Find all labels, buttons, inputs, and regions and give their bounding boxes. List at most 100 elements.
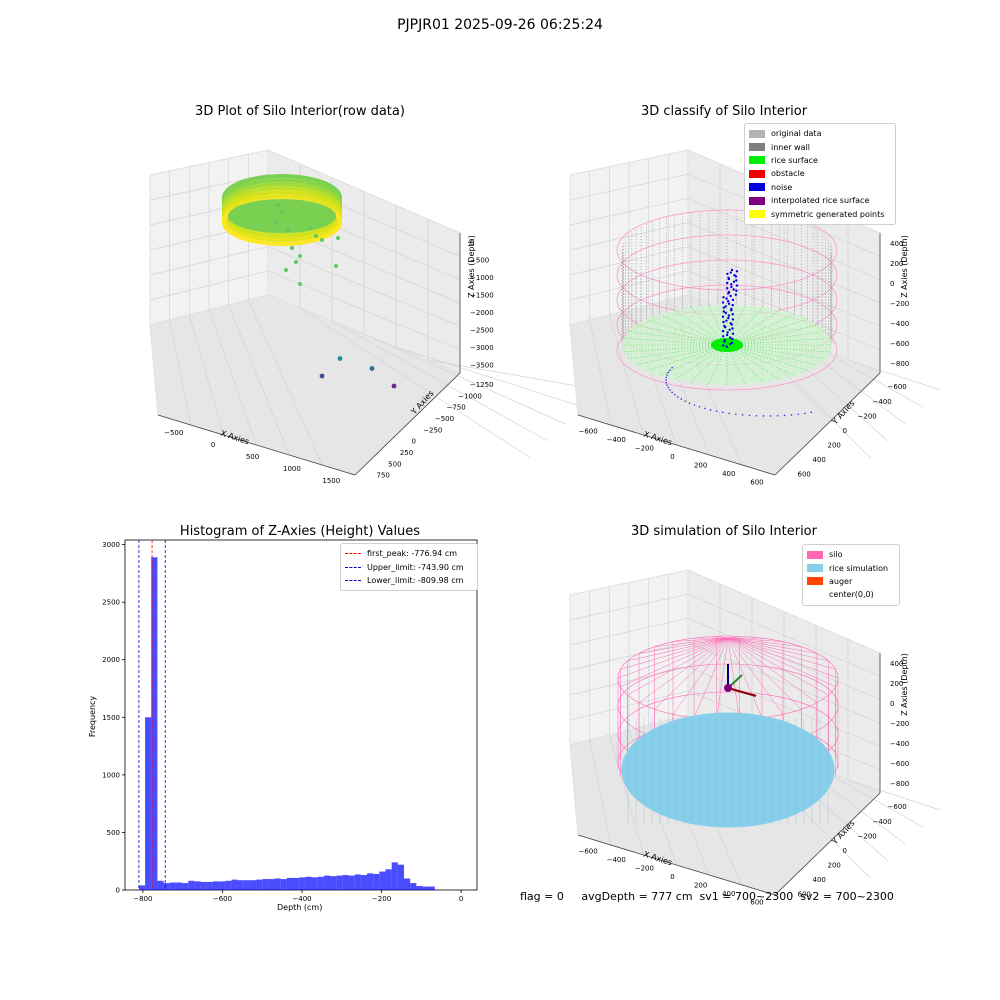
panel2-xtick: 200 (694, 462, 707, 470)
legend-item: silo (807, 548, 895, 561)
rice-surface-ray (623, 344, 728, 353)
noise-point (731, 303, 734, 307)
hist-bar (299, 877, 306, 890)
rice-surface-ray (726, 344, 746, 385)
grid-line (589, 739, 612, 846)
noise-point (727, 316, 730, 320)
grid-line (608, 314, 645, 436)
hist-bar (385, 869, 392, 890)
debris-point (294, 260, 298, 264)
noise-point (725, 297, 728, 300)
panel1-xtick: 0 (211, 441, 215, 449)
noise-point (762, 415, 765, 417)
panel3-legend: first_peak: -776.94 cm Upper_limit: -743.… (340, 543, 478, 592)
panel4-xtick: 600 (750, 899, 763, 907)
noise-point (735, 289, 738, 292)
panel1-xtick: −500 (164, 429, 183, 437)
legend-item: interpolated rice surface (749, 194, 891, 207)
panel1-3d-scatter: −500 0 500 1000 1500 750 500 250 0 −250 −500 −750 −1… (149, 149, 601, 485)
noise-point (728, 328, 731, 331)
debris-point (314, 234, 318, 238)
panel1-ztick: −3000 (470, 344, 494, 352)
hist-bar (169, 882, 176, 890)
rice-surface-ray (726, 344, 818, 366)
grid-line (363, 333, 566, 425)
noise-point (665, 376, 668, 379)
noise-point (667, 386, 670, 389)
hist-bar (188, 880, 195, 890)
panel2-ytick: −400 (873, 398, 892, 406)
grid-line (608, 734, 645, 856)
noise-point (731, 318, 735, 321)
noise-point (735, 284, 739, 287)
panel4-ytick: 200 (828, 861, 841, 869)
hist-bar (367, 873, 374, 890)
rice-surface-ray (726, 337, 831, 346)
hist-bar (391, 862, 398, 890)
noise-point (666, 374, 668, 376)
silo-roof-wire (727, 637, 836, 670)
panel2-title: 3D classify of Silo Interior (640, 104, 808, 119)
legend-swatch (749, 143, 765, 152)
silo-roof-wire (727, 637, 818, 703)
noise-point (721, 315, 725, 318)
panel2-xtick: −400 (607, 436, 626, 444)
debris-point (334, 264, 338, 268)
noise-point (721, 329, 725, 333)
silo-roof-wire (727, 637, 829, 662)
noise-point (755, 415, 758, 417)
legend-swatch (807, 591, 823, 599)
hist-bar (194, 881, 201, 890)
legend-line (345, 566, 361, 568)
panel2-ytick: −200 (858, 412, 877, 420)
legend-label: Upper_limit: -743.90 cm (367, 562, 464, 572)
noise-point (729, 294, 732, 298)
legend-item: center(0,0) (807, 588, 895, 601)
rice-surface-ray (726, 314, 795, 346)
legend-item: inner wall (749, 140, 891, 153)
grid-line (589, 319, 612, 426)
panel4-xtick: −600 (578, 847, 597, 855)
panel4-3d-simulation: −600−400−20002004006006004002000−200−400… (569, 569, 941, 907)
hist-bar (330, 876, 337, 890)
legend-label: interpolated rice surface (771, 196, 870, 206)
legend-swatch (807, 550, 823, 559)
grid-line (228, 304, 290, 456)
outlier-point (319, 373, 325, 379)
status-footer: flag = 0 avgDepth = 777 cm sv1 = 700~230… (520, 890, 894, 903)
legend-label: original data (771, 129, 822, 139)
debris-point (274, 220, 278, 224)
noise-point (741, 414, 744, 416)
rice-surface-ray (636, 324, 728, 346)
legend-label: symmetric generated points (771, 209, 885, 219)
hist-bar (428, 886, 435, 890)
rice-surface-ray (646, 319, 728, 346)
noise-point (688, 402, 691, 404)
debris-point (290, 246, 294, 250)
panel1-ytick: −500 (435, 415, 454, 423)
noise-point (748, 414, 751, 417)
panel1-ytick: −750 (447, 404, 466, 412)
hist-bar (256, 879, 263, 890)
panel4-ztick: 400 (890, 660, 903, 668)
legend-item: original data (749, 127, 891, 140)
legend-label: inner wall (771, 142, 811, 152)
legend-label: rice surface (771, 155, 818, 165)
hist-ytick: 1500 (102, 714, 120, 722)
panel3-ylabel: Frequency (88, 695, 98, 738)
grid-line (169, 319, 192, 426)
panel2-xtick: −200 (635, 444, 654, 452)
noise-point (666, 384, 668, 386)
panel2-ztick: −800 (890, 360, 909, 368)
raw-point (337, 219, 342, 224)
rice-surface-ray (659, 344, 728, 376)
legend-swatch (749, 156, 765, 165)
legend-label: first_peak: -776.94 cm (367, 549, 458, 559)
hist-bar (422, 886, 429, 890)
hist-bar (416, 885, 423, 890)
debris-point (298, 254, 302, 258)
panel2-ytick: 600 (798, 471, 811, 479)
silo-roof-wire (638, 637, 729, 654)
noise-point (728, 336, 732, 339)
rice-surface-ray (659, 314, 728, 346)
